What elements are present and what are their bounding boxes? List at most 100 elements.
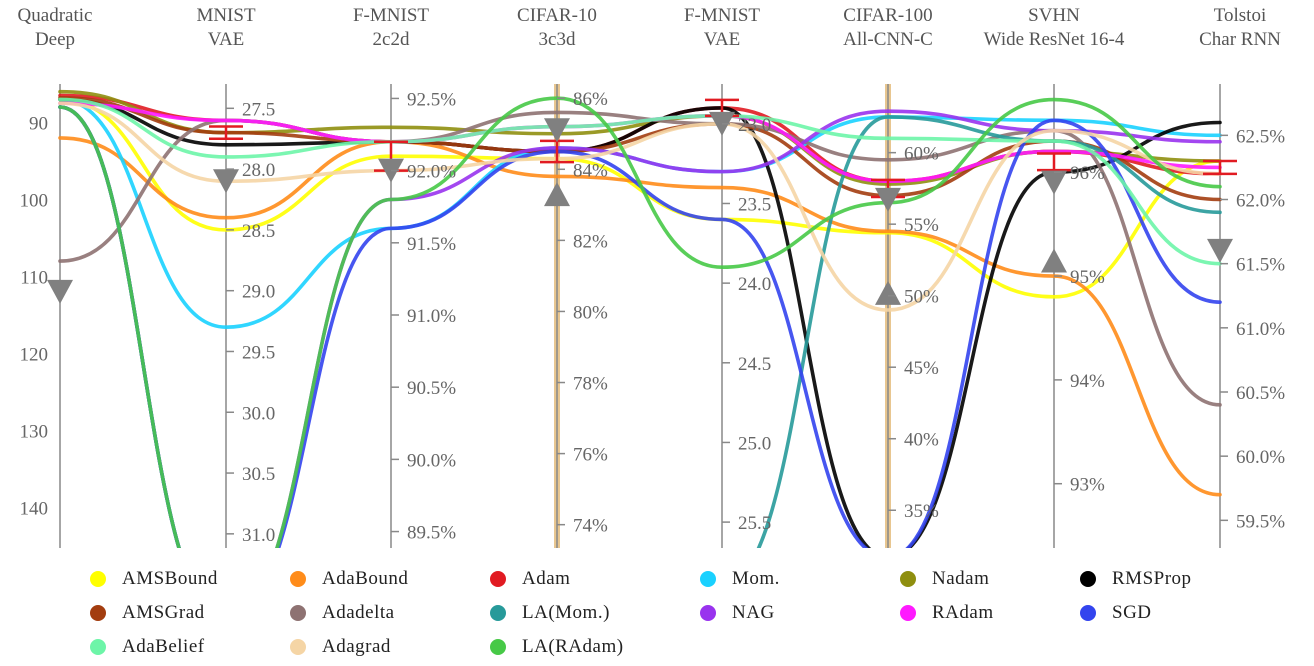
tick-label: 61.5%: [1236, 255, 1285, 276]
legend-item: Nadam: [900, 564, 989, 594]
marker-triangle-up: [875, 280, 901, 305]
legend-item: NAG: [700, 598, 775, 628]
marker-triangle-down: [544, 118, 570, 143]
axis-title-line: Tolstoi: [1213, 5, 1267, 26]
tick-label: 24.0: [738, 274, 771, 295]
axis-title-line: Wide ResNet 16-4: [983, 29, 1125, 50]
tick-label: 94%: [1070, 371, 1105, 392]
legend-swatch: [290, 605, 306, 621]
legend-label: LA(RAdam): [522, 636, 624, 657]
marker-triangle-down: [47, 279, 73, 304]
axis-title-line: CIFAR-10: [517, 5, 597, 26]
tick-label: 74%: [573, 516, 608, 537]
tick-label: 28.0: [242, 160, 275, 181]
tick-label: 60.5%: [1236, 383, 1285, 404]
tick-label: 62.5%: [1236, 126, 1285, 147]
legend-item: Mom.: [700, 564, 780, 594]
legend-swatch: [290, 639, 306, 655]
tick-label: 40%: [904, 430, 939, 451]
tick-label: 90.0%: [407, 450, 456, 471]
legend-swatch: [700, 571, 716, 587]
tick-label: 100: [20, 191, 49, 212]
tick-label: 25.5: [738, 513, 771, 534]
error-bar: [209, 125, 243, 140]
legend-label: AMSBound: [122, 568, 218, 589]
axis-title-line: VAE: [703, 29, 741, 50]
tick-label: 82%: [573, 231, 608, 252]
legend-swatch: [90, 571, 106, 587]
legend-label: Adagrad: [322, 636, 391, 657]
tick-label: 95%: [1070, 267, 1105, 288]
series-line-rmsprop: [58, 97, 1222, 560]
axis-title-line: Char RNN: [1199, 29, 1281, 50]
legend-swatch: [900, 571, 916, 587]
tick-label: 91.0%: [407, 306, 456, 327]
marker-triangle-down: [1207, 238, 1233, 263]
series-line-adagrad: [58, 101, 1222, 312]
tick-label: 25.0: [738, 433, 771, 454]
legend-swatch: [1080, 571, 1096, 587]
axis-title-fmnist_vae: F-MNIST VAE: [647, 4, 797, 52]
legend-label: Nadam: [932, 568, 990, 589]
tick-label: 23.0: [738, 115, 771, 136]
legend-swatch: [490, 571, 506, 587]
tick-label: 24.5: [738, 354, 771, 375]
tick-label: 90.5%: [407, 378, 456, 399]
tick-label: 45%: [904, 358, 939, 379]
legend-item: Adagrad: [290, 632, 391, 662]
axis-title-tolstoi: Tolstoi Char RNN: [1165, 4, 1314, 52]
series-line-la-radam-: [58, 96, 1222, 622]
tick-label: 30.0: [242, 403, 275, 424]
legend-item: AMSGrad: [90, 598, 205, 628]
axis-title-line: F-MNIST: [683, 5, 760, 26]
legend-label: SGD: [1112, 602, 1152, 623]
error-bar: [1203, 159, 1237, 176]
error-bar: [1037, 152, 1071, 172]
marker-triangle-up: [544, 182, 570, 207]
tick-label: 35%: [904, 501, 939, 522]
tick-label: 31.0: [242, 525, 275, 546]
legend-label: NAG: [732, 602, 775, 623]
tick-label: 130: [20, 422, 49, 443]
tick-label: 93%: [1070, 475, 1105, 496]
axis-title-line: Deep: [34, 29, 76, 50]
legend-item: LA(Mom.): [490, 598, 610, 628]
tick-label: 62.0%: [1236, 191, 1285, 212]
axis-title-quad: Quadratic Deep: [0, 4, 130, 52]
marker-triangle-down: [1041, 170, 1067, 195]
axis-title-cifar100: CIFAR-100 All-CNN-C: [813, 4, 963, 52]
axis-title-line: 2c2d: [372, 29, 410, 50]
legend-label: AdaBound: [322, 568, 409, 589]
tick-label: 27.5: [242, 99, 275, 120]
tick-label: 61.0%: [1236, 319, 1285, 340]
axis-title-line: Quadratic: [17, 5, 93, 26]
tick-label: 90: [29, 114, 48, 135]
axis-title-line: CIFAR-100: [843, 5, 933, 26]
axis-title-line: VAE: [207, 29, 245, 50]
legend-item: RAdam: [900, 598, 994, 628]
legend-label: Adadelta: [322, 602, 395, 623]
legend-item: AdaBound: [290, 564, 408, 594]
axis-title-mnist_vae: MNIST VAE: [151, 4, 301, 52]
marker-triangle-down: [875, 187, 901, 212]
legend-swatch: [290, 571, 306, 587]
axis-title-line: MNIST: [196, 5, 256, 26]
legend-swatch: [490, 605, 506, 621]
tick-label: 60%: [904, 144, 939, 165]
tick-label: 140: [20, 499, 49, 520]
legend-label: RMSProp: [1112, 568, 1192, 589]
legend-item: AMSBound: [90, 564, 218, 594]
tick-label: 89.5%: [407, 523, 456, 544]
tick-label: 80%: [573, 302, 608, 323]
tick-label: 55%: [904, 215, 939, 236]
legend-item: Adadelta: [290, 598, 395, 628]
tick-label: 110: [20, 268, 48, 289]
parallel-coordinates-plot: 90 100 110 120 130 140 27.5 28.0 28.5 29.0 29.5 30.…: [19, 84, 1286, 622]
legend-item: RMSProp: [1080, 564, 1192, 594]
marker-triangle-up: [1041, 248, 1067, 273]
tick-label: 29.0: [242, 282, 275, 303]
tick-label: 78%: [573, 374, 608, 395]
legend-label: RAdam: [932, 602, 994, 623]
tick-label: 23.5: [738, 194, 771, 215]
